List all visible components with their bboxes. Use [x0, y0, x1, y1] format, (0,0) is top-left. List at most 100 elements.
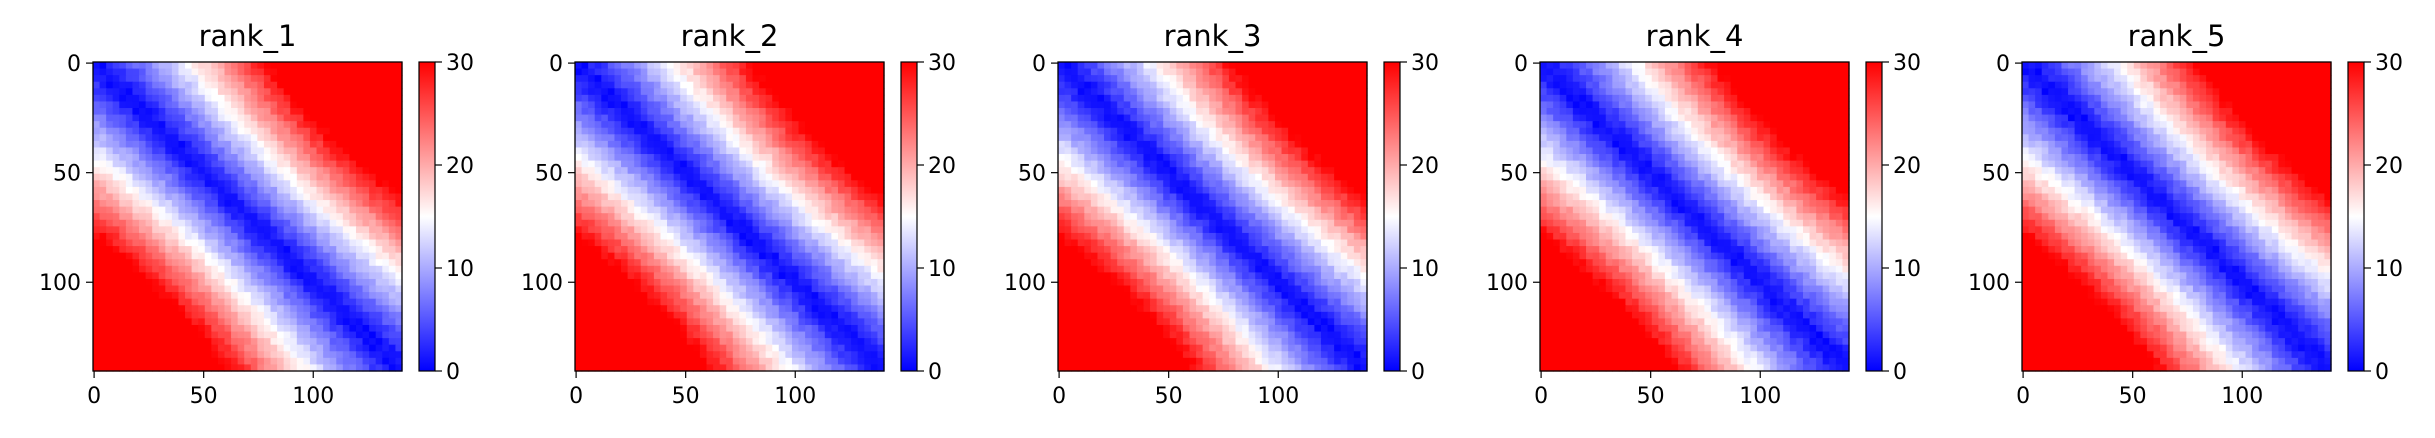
heatmap-cell	[660, 351, 668, 359]
heatmap-cell	[1327, 121, 1335, 129]
heatmap-cell	[621, 127, 629, 135]
heatmap-cell	[785, 338, 793, 346]
heatmap-cell	[204, 298, 212, 306]
heatmap-cell	[1156, 114, 1164, 122]
heatmap-cell	[673, 239, 681, 247]
heatmap-cell	[342, 180, 350, 188]
heatmap-cell	[680, 186, 688, 195]
heatmap-cell	[329, 121, 337, 129]
heatmap-cell	[575, 344, 583, 352]
heatmap-cell	[706, 331, 714, 339]
heatmap-cell	[257, 239, 265, 247]
heatmap-cell	[257, 298, 265, 306]
heatmap-cell	[647, 173, 655, 181]
heatmap-cell	[713, 259, 721, 267]
heatmap-cell	[369, 246, 377, 254]
heatmap-cell	[634, 173, 642, 181]
heatmap-cell	[99, 338, 107, 346]
heatmap-cell	[752, 239, 760, 247]
heatmap-cell	[1130, 75, 1138, 83]
heatmap-cell	[719, 292, 727, 300]
heatmap-cell	[237, 357, 245, 366]
heatmap-cell	[824, 186, 832, 195]
heatmap-cell	[857, 114, 865, 122]
heatmap-cell	[680, 121, 688, 129]
heatmap-cell	[211, 278, 219, 287]
heatmap-cell	[1281, 101, 1289, 109]
heatmap-cell	[290, 94, 298, 103]
heatmap-cell	[336, 75, 344, 83]
heatmap-cell	[588, 239, 596, 247]
heatmap-cell	[99, 344, 107, 352]
heatmap-cell	[158, 318, 166, 326]
heatmap-cell	[211, 324, 219, 333]
heatmap-cell	[303, 81, 311, 89]
heatmap-cell	[1136, 101, 1145, 109]
heatmap-cell	[355, 121, 364, 129]
heatmap-cell	[296, 193, 304, 201]
heatmap-cell	[217, 193, 226, 201]
heatmap-cell	[732, 88, 740, 96]
heatmap-cell	[178, 167, 186, 175]
heatmap-cell	[382, 154, 390, 162]
heatmap-cell	[139, 272, 147, 280]
heatmap-cell	[99, 278, 107, 287]
heatmap-cell	[791, 101, 800, 109]
heatmap-cell	[791, 167, 800, 175]
heatmap-cell	[660, 140, 668, 149]
heatmap-cell	[726, 278, 734, 287]
heatmap-cell	[1235, 62, 1243, 70]
heatmap-cell	[673, 324, 681, 333]
heatmap-cell	[145, 246, 153, 254]
heatmap-cell	[125, 357, 134, 366]
heatmap-cell	[772, 75, 780, 83]
heatmap-cell	[837, 108, 846, 116]
heatmap-cell	[336, 331, 344, 339]
heatmap-cell	[1182, 62, 1191, 70]
heatmap-cell	[257, 278, 265, 287]
heatmap-cell	[309, 324, 318, 333]
heatmap-cell	[601, 160, 609, 168]
heatmap-cell	[851, 62, 859, 70]
heatmap-cell	[1176, 62, 1184, 70]
heatmap-cell	[1314, 101, 1322, 109]
heatmap-cell	[336, 272, 344, 280]
heatmap-cell	[778, 305, 786, 313]
heatmap-cell	[581, 88, 589, 96]
heatmap-cell	[778, 134, 786, 142]
heatmap-cell	[752, 206, 760, 214]
heatmap-cell	[99, 121, 107, 129]
heatmap-cell	[362, 232, 370, 241]
heatmap-cell	[191, 68, 199, 76]
heatmap-cell	[152, 81, 160, 89]
heatmap-cell	[1077, 88, 1085, 96]
heatmap-cell	[185, 75, 193, 83]
heatmap-cell	[369, 357, 377, 366]
heatmap-cell	[719, 351, 727, 359]
heatmap-cell	[772, 134, 780, 142]
heatmap-cell	[693, 147, 701, 155]
heatmap-cell	[699, 259, 708, 267]
heatmap-cell	[211, 265, 219, 273]
heatmap-cell	[726, 206, 734, 214]
heatmap-cell	[1169, 101, 1177, 109]
heatmap-cell	[713, 147, 721, 155]
heatmap-cell	[805, 134, 813, 142]
heatmap-cell	[132, 167, 140, 175]
heatmap-cell	[382, 246, 390, 254]
heatmap-cell	[877, 147, 885, 155]
heatmap-cell	[798, 127, 806, 135]
heatmap-cell	[1196, 94, 1204, 103]
heatmap-cell	[185, 173, 193, 181]
heatmap-cell	[1288, 108, 1296, 116]
heatmap-cell	[706, 94, 714, 103]
heatmap-cell	[132, 173, 140, 181]
heatmap-cell	[185, 364, 193, 372]
heatmap-cell	[244, 351, 252, 359]
heatmap-cell	[870, 213, 879, 221]
heatmap-cell	[1189, 94, 1197, 103]
heatmap-cell	[1182, 94, 1191, 103]
heatmap-cell	[607, 232, 616, 241]
heatmap-cell	[778, 344, 786, 352]
heatmap-cell	[152, 226, 160, 234]
